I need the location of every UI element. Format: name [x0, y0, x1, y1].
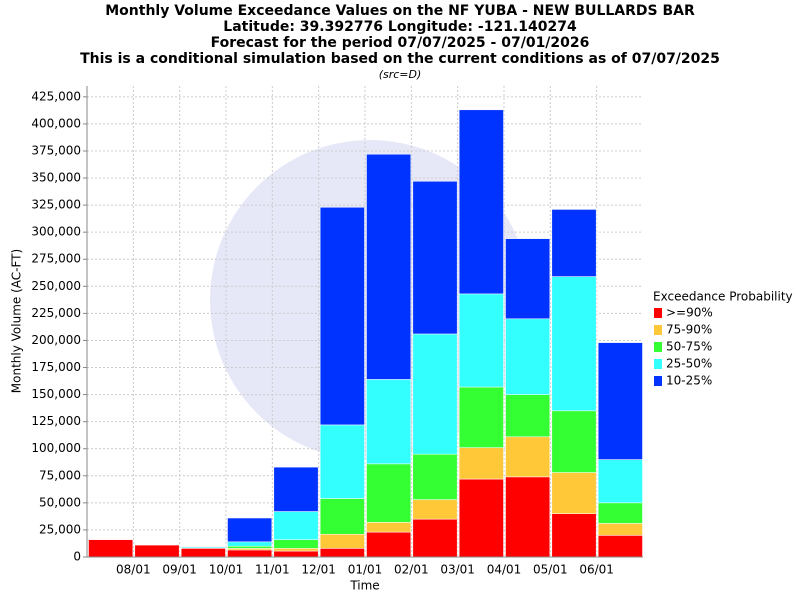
legend-swatch: [654, 325, 662, 335]
legend-label: 75-90%: [666, 323, 712, 337]
bar-segment: [458, 109, 504, 295]
bar-segment: [273, 466, 319, 512]
y-tick-label: 200,000: [31, 333, 81, 347]
bar-segment: [597, 342, 643, 460]
y-tick-label: 350,000: [31, 171, 81, 185]
legend-swatch: [654, 342, 662, 352]
y-tick-label: 75,000: [39, 468, 81, 482]
bar-segment: [597, 502, 643, 524]
bar-segment: [505, 318, 551, 395]
bar-segment: [551, 472, 597, 514]
bar-segment: [551, 410, 597, 473]
x-tick-label: 03/01: [440, 563, 475, 577]
y-tick-label: 400,000: [31, 116, 81, 130]
bar-segment: [458, 478, 504, 558]
legend-swatch: [654, 376, 662, 386]
bar-segment: [412, 333, 458, 455]
x-tick-label: 12/01: [301, 563, 336, 577]
bar-segment: [458, 293, 504, 388]
y-tick-label: 300,000: [31, 225, 81, 239]
y-tick-label: 375,000: [31, 143, 81, 157]
chart-title: Forecast for the period 07/07/2025 - 07/…: [211, 35, 590, 51]
bar-segment: [319, 548, 365, 558]
y-tick-label: 50,000: [39, 495, 81, 509]
y-tick-label: 225,000: [31, 306, 81, 320]
bar-segment: [412, 181, 458, 335]
legend-label: >=90%: [666, 306, 713, 320]
subtitle: (src=D): [379, 68, 422, 81]
bar-segment: [505, 476, 551, 558]
legend-label: 25-50%: [666, 357, 712, 371]
y-tick-label: 275,000: [31, 252, 81, 266]
bar-segment: [412, 518, 458, 558]
legend-title: Exceedance Probability: [653, 290, 793, 304]
chart-title: Latitude: 39.392776 Longitude: -121.1402…: [223, 19, 577, 35]
bar-segment: [319, 498, 365, 535]
bar-segment: [227, 517, 273, 543]
y-tick-label: 25,000: [39, 522, 81, 536]
x-tick-label: 02/01: [394, 563, 429, 577]
x-tick-label: 05/01: [533, 563, 568, 577]
x-axis-label: Time: [349, 579, 379, 593]
bar-segment: [273, 539, 319, 549]
bar-segment: [366, 531, 412, 558]
bar-segment: [319, 207, 365, 426]
bar-segment: [227, 545, 273, 549]
bar-segment: [319, 424, 365, 499]
bar-segment: [273, 550, 319, 558]
chart-title: Monthly Volume Exceedance Values on the …: [105, 3, 695, 19]
bar-segment: [505, 436, 551, 478]
bar-segment: [551, 209, 597, 277]
bar-segment: [273, 511, 319, 540]
x-tick-label: 01/01: [348, 563, 383, 577]
y-tick-label: 125,000: [31, 414, 81, 428]
bar-segment: [597, 459, 643, 504]
x-tick-label: 09/01: [162, 563, 197, 577]
y-tick-label: 150,000: [31, 387, 81, 401]
x-tick-label: 06/01: [579, 563, 614, 577]
bar-segment: [366, 153, 412, 380]
bar-segment: [273, 548, 319, 552]
bar-segment: [412, 453, 458, 500]
bar-segment: [180, 545, 226, 547]
y-tick-label: 425,000: [31, 89, 81, 103]
bar-segment: [551, 513, 597, 558]
bar-segment: [319, 534, 365, 549]
bar-segment: [597, 535, 643, 558]
bar-segment: [366, 379, 412, 465]
bar-segment: [551, 276, 597, 412]
bar-segment: [505, 238, 551, 320]
bar-segment: [412, 499, 458, 520]
y-tick-label: 0: [73, 550, 81, 564]
x-tick-label: 10/01: [209, 563, 244, 577]
y-tick-label: 250,000: [31, 279, 81, 293]
bar-segment: [366, 463, 412, 523]
x-tick-label: 04/01: [487, 563, 522, 577]
bar-segment: [180, 548, 226, 558]
bar-segment: [597, 523, 643, 536]
bar-segment: [458, 447, 504, 480]
x-tick-label: 08/01: [116, 563, 151, 577]
bar-segment: [88, 539, 134, 558]
bar-segment: [366, 522, 412, 533]
bar-segment: [458, 386, 504, 448]
bar-segment: [227, 549, 273, 558]
y-axis-label: Monthly Volume (AC-FT): [10, 249, 24, 393]
y-tick-label: 325,000: [31, 198, 81, 212]
bar-segment: [227, 541, 273, 547]
y-tick-label: 175,000: [31, 360, 81, 374]
bar-segment: [134, 544, 180, 558]
x-tick-label: 11/01: [255, 563, 290, 577]
chart-title: This is a conditional simulation based o…: [80, 51, 720, 67]
legend-swatch: [654, 359, 662, 369]
legend-swatch: [654, 308, 662, 318]
legend-label: 10-25%: [666, 374, 712, 388]
bar-segment: [505, 394, 551, 438]
y-tick-label: 100,000: [31, 441, 81, 455]
legend-label: 50-75%: [666, 340, 712, 354]
